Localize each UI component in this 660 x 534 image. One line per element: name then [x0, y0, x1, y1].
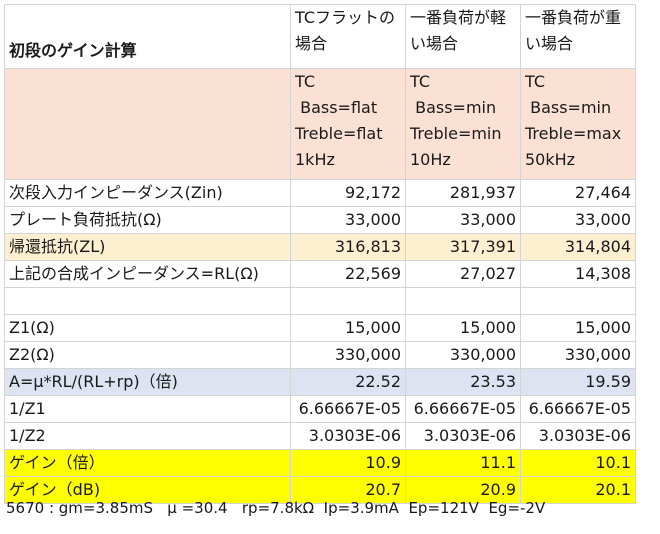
value-cell[interactable]: 19.59 — [520, 368, 636, 396]
value-cell[interactable]: 3.0303E-06 — [520, 422, 636, 450]
condition-line: TC — [525, 72, 546, 91]
condition-row: TC Bass=flat Treble=flat 1kHz TC Bass=mi… — [4, 68, 636, 180]
condition-label-cell[interactable] — [4, 68, 291, 180]
column-heading-heavy-load[interactable]: 一番負荷が重い場合 — [520, 4, 636, 69]
tube-parameters-note: 5670 : gm=3.85mS μ =30.4 rp=7.8kΩ Ip=3.9… — [6, 499, 546, 517]
row-label[interactable]: 1/Z1 — [4, 395, 291, 423]
value-cell[interactable]: 23.53 — [405, 368, 521, 396]
condition-cell-heavy-load[interactable]: TC Bass=min Treble=max 50kHz — [520, 68, 636, 180]
table-row: A=μ*RL/(RL+rp)（倍) 22.52 23.53 19.59 — [4, 368, 636, 396]
row-label[interactable]: 帰還抵抗(ZL) — [4, 233, 291, 261]
table-row: 帰還抵抗(ZL) 316,813 317,391 314,804 — [4, 233, 636, 261]
value-cell[interactable]: 10.1 — [520, 449, 636, 477]
value-cell[interactable]: 314,804 — [520, 233, 636, 261]
row-label[interactable]: ゲイン（倍） — [4, 449, 291, 477]
table-row — [4, 287, 636, 315]
value-cell[interactable]: 33,000 — [290, 206, 406, 234]
value-cell[interactable]: 22.52 — [290, 368, 406, 396]
value-cell[interactable]: 33,000 — [405, 206, 521, 234]
row-label[interactable]: 上記の合成インピーダンス=RL(Ω) — [4, 260, 291, 288]
table-row: ゲイン（dB) 20.7 20.9 20.1 — [4, 476, 636, 504]
row-label[interactable] — [4, 287, 291, 315]
value-cell[interactable]: 281,937 — [405, 179, 521, 207]
value-cell[interactable]: 3.0303E-06 — [405, 422, 521, 450]
value-cell[interactable]: 317,391 — [405, 233, 521, 261]
row-label[interactable]: Z1(Ω) — [4, 314, 291, 342]
condition-line: TC — [410, 72, 431, 91]
table-row: 次段入力インピーダンス(Zin) 92,172 281,937 27,464 — [4, 179, 636, 207]
value-cell[interactable]: 330,000 — [520, 341, 636, 369]
value-cell[interactable] — [405, 287, 521, 315]
value-cell[interactable]: 10.9 — [290, 449, 406, 477]
row-label[interactable]: プレート負荷抵抗(Ω) — [4, 206, 291, 234]
value-cell[interactable]: 27,464 — [520, 179, 636, 207]
row-label[interactable]: 次段入力インピーダンス(Zin) — [4, 179, 291, 207]
table-row: 上記の合成インピーダンス=RL(Ω) 22,569 27,027 14,308 — [4, 260, 636, 288]
table-row: プレート負荷抵抗(Ω) 33,000 33,000 33,000 — [4, 206, 636, 234]
table-row: 1/Z2 3.0303E-06 3.0303E-06 3.0303E-06 — [4, 422, 636, 450]
value-cell[interactable]: 20.9 — [405, 476, 521, 504]
value-cell[interactable]: 27,027 — [405, 260, 521, 288]
value-cell[interactable]: 330,000 — [405, 341, 521, 369]
condition-line: Bass=flat — [295, 98, 378, 117]
value-cell[interactable]: 316,813 — [290, 233, 406, 261]
row-label[interactable]: Z2(Ω) — [4, 341, 291, 369]
value-cell[interactable]: 92,172 — [290, 179, 406, 207]
condition-line: Bass=min — [525, 98, 612, 117]
row-label[interactable]: ゲイン（dB) — [4, 476, 291, 504]
value-cell[interactable]: 33,000 — [520, 206, 636, 234]
table-row: 1/Z1 6.66667E-05 6.66667E-05 6.66667E-05 — [4, 395, 636, 423]
table-row: Z1(Ω) 15,000 15,000 15,000 — [4, 314, 636, 342]
table-row: ゲイン（倍） 10.9 11.1 10.1 — [4, 449, 636, 477]
condition-line: Treble=min — [410, 124, 502, 143]
value-cell[interactable]: 14,308 — [520, 260, 636, 288]
column-heading-flat[interactable]: TCフラットの場合 — [290, 4, 406, 69]
sheet-title[interactable]: 初段のゲイン計算 — [4, 4, 291, 69]
value-cell[interactable]: 22,569 — [290, 260, 406, 288]
condition-line: Bass=min — [410, 98, 497, 117]
table-row: Z2(Ω) 330,000 330,000 330,000 — [4, 341, 636, 369]
value-cell[interactable]: 15,000 — [290, 314, 406, 342]
condition-cell-light-load[interactable]: TC Bass=min Treble=min 10Hz — [405, 68, 521, 180]
value-cell[interactable]: 6.66667E-05 — [290, 395, 406, 423]
value-cell[interactable]: 330,000 — [290, 341, 406, 369]
value-cell[interactable] — [290, 287, 406, 315]
condition-line: TC — [295, 72, 316, 91]
value-cell[interactable]: 20.1 — [520, 476, 636, 504]
value-cell[interactable]: 3.0303E-06 — [290, 422, 406, 450]
condition-line: Treble=max — [525, 124, 622, 143]
condition-cell-flat[interactable]: TC Bass=flat Treble=flat 1kHz — [290, 68, 406, 180]
value-cell[interactable]: 15,000 — [520, 314, 636, 342]
value-cell[interactable]: 11.1 — [405, 449, 521, 477]
condition-line: 10Hz — [410, 150, 451, 169]
gain-calculation-table: 初段のゲイン計算 TCフラットの場合 一番負荷が軽い場合 一番負荷が重い場合 T… — [4, 4, 636, 504]
condition-line: 1kHz — [295, 150, 335, 169]
value-cell[interactable]: 15,000 — [405, 314, 521, 342]
column-heading-light-load[interactable]: 一番負荷が軽い場合 — [405, 4, 521, 69]
condition-line: 50kHz — [525, 150, 576, 169]
value-cell[interactable]: 6.66667E-05 — [405, 395, 521, 423]
value-cell[interactable]: 6.66667E-05 — [520, 395, 636, 423]
row-label[interactable]: A=μ*RL/(RL+rp)（倍) — [4, 368, 291, 396]
value-cell[interactable] — [520, 287, 636, 315]
condition-line: Treble=flat — [295, 124, 383, 143]
title-row: 初段のゲイン計算 TCフラットの場合 一番負荷が軽い場合 一番負荷が重い場合 — [4, 4, 636, 69]
row-label[interactable]: 1/Z2 — [4, 422, 291, 450]
